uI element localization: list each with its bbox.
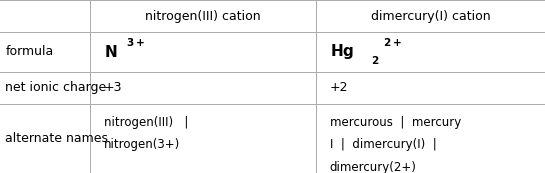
Text: +2: +2 [330,81,348,94]
Text: $\mathbf{3+}$: $\mathbf{3+}$ [126,36,146,48]
Text: net ionic charge: net ionic charge [5,81,107,94]
Text: nitrogen(III) cation: nitrogen(III) cation [145,10,261,22]
Text: nitrogen(III)   |: nitrogen(III) | [104,116,188,129]
Text: dimercury(I) cation: dimercury(I) cation [371,10,490,22]
Text: $\mathbf{N}$: $\mathbf{N}$ [104,44,117,60]
Text: +3: +3 [104,81,122,94]
Text: formula: formula [5,45,54,58]
Text: $\mathbf{Hg}$: $\mathbf{Hg}$ [330,42,354,61]
Text: I  |  dimercury(I)  |: I | dimercury(I) | [330,138,437,151]
Text: dimercury(2+): dimercury(2+) [330,161,416,173]
Text: mercurous  |  mercury: mercurous | mercury [330,116,461,129]
Text: $\mathbf{2+}$: $\mathbf{2+}$ [383,36,402,48]
Text: nitrogen(3+): nitrogen(3+) [104,138,180,151]
Text: $\mathbf{2}$: $\mathbf{2}$ [371,54,379,66]
Text: alternate names: alternate names [5,132,108,145]
